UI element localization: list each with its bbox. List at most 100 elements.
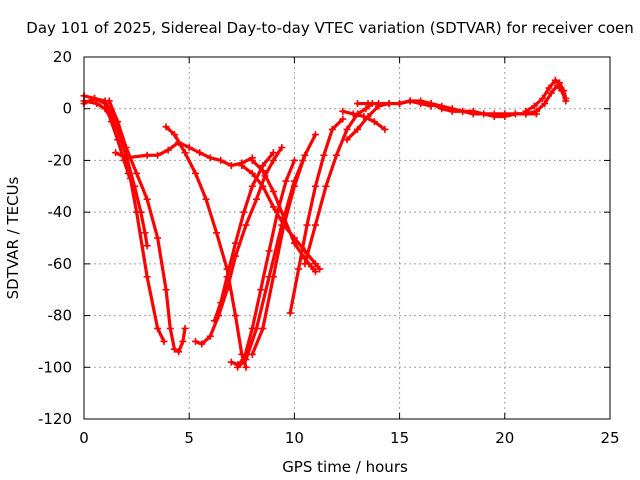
data-point — [133, 169, 141, 177]
data-point — [316, 265, 324, 273]
data-point — [343, 125, 351, 133]
data-point — [166, 325, 174, 332]
data-point — [438, 102, 446, 110]
data-point — [143, 195, 151, 203]
data-point — [530, 102, 538, 110]
data-point — [231, 239, 239, 247]
data-point — [532, 107, 540, 115]
data-point — [223, 273, 231, 281]
data-point — [307, 262, 315, 270]
data-point — [227, 162, 235, 170]
data-point — [160, 337, 168, 345]
data-point — [242, 221, 250, 229]
chart-title: Day 101 of 2025, Sidereal Day-to-day VTE… — [26, 19, 633, 37]
data-point — [181, 325, 189, 332]
data-point — [112, 149, 120, 157]
data-point — [210, 317, 218, 325]
data-point — [278, 144, 286, 151]
data-point — [181, 149, 189, 157]
data-point — [206, 332, 214, 340]
data-point — [370, 118, 378, 126]
data-point — [141, 229, 149, 237]
data-point — [322, 182, 330, 190]
data-point — [196, 149, 204, 157]
data-point — [231, 312, 239, 320]
data-point — [192, 169, 200, 177]
data-point — [501, 112, 509, 120]
data-point — [375, 100, 383, 108]
data-point — [101, 97, 109, 105]
data-point — [185, 144, 193, 151]
y-tick-label: -40 — [48, 203, 73, 221]
data-point — [259, 325, 267, 332]
data-point — [290, 239, 298, 247]
data-point — [396, 100, 404, 108]
series-track-5 — [80, 94, 168, 345]
data-point — [311, 131, 319, 139]
series-track-15 — [248, 156, 319, 276]
data-point — [269, 156, 277, 164]
data-point — [257, 286, 265, 294]
data-point — [332, 151, 340, 159]
data-point — [311, 182, 319, 190]
data-point — [248, 169, 256, 177]
data-point — [562, 97, 570, 105]
data-point — [362, 105, 370, 113]
y-tick-label: -120 — [38, 410, 72, 428]
series-line — [303, 101, 374, 266]
data-point — [253, 195, 261, 203]
data-point — [311, 221, 319, 229]
y-tick-label: -100 — [38, 358, 72, 376]
data-point — [213, 229, 221, 237]
data-point — [354, 125, 362, 133]
data-point — [385, 100, 393, 108]
data-point — [259, 182, 267, 190]
data-point — [295, 265, 303, 273]
data-point — [427, 100, 435, 108]
plot-frame — [83, 56, 611, 420]
data-point — [238, 162, 246, 170]
axis-ticks: 0 5 10 15 20 25 -120 -100 -80 -60 -40 -20 0 20 — [38, 48, 620, 447]
data-point — [202, 195, 210, 203]
data-point — [406, 97, 414, 105]
data-point — [339, 107, 347, 115]
data-point — [227, 358, 235, 366]
data-point — [198, 340, 206, 348]
y-tick-label: 20 — [53, 48, 72, 66]
series-track-6 — [162, 123, 250, 371]
data-point — [143, 151, 151, 159]
data-point — [240, 208, 248, 216]
data-point — [320, 151, 328, 159]
data-point — [290, 156, 298, 164]
series-track-20 — [522, 76, 570, 115]
data-point — [539, 94, 547, 102]
data-point — [364, 100, 372, 108]
data-point — [162, 286, 170, 294]
series-line — [164, 125, 248, 369]
data-point — [269, 187, 277, 195]
data-point — [248, 350, 256, 358]
data-point — [154, 325, 162, 332]
data-point — [343, 136, 351, 144]
data-point — [459, 107, 467, 115]
data-point — [253, 325, 261, 332]
x-tick-label: 10 — [285, 429, 304, 447]
data-point — [448, 105, 456, 113]
y-tick-label: -80 — [48, 307, 73, 325]
series-track-21 — [532, 81, 570, 115]
data-point — [280, 213, 288, 221]
data-point — [154, 234, 162, 242]
data-point — [328, 125, 336, 133]
data-point — [354, 100, 362, 108]
data-point — [112, 118, 120, 126]
data-point — [311, 260, 319, 268]
y-tick-label: 0 — [62, 100, 72, 118]
data-point — [164, 146, 172, 154]
data-point — [301, 151, 309, 159]
data-point — [339, 115, 347, 123]
data-point — [301, 255, 309, 263]
data-point — [381, 125, 389, 133]
series-track-12 — [286, 115, 347, 317]
series-track-16 — [339, 107, 389, 133]
